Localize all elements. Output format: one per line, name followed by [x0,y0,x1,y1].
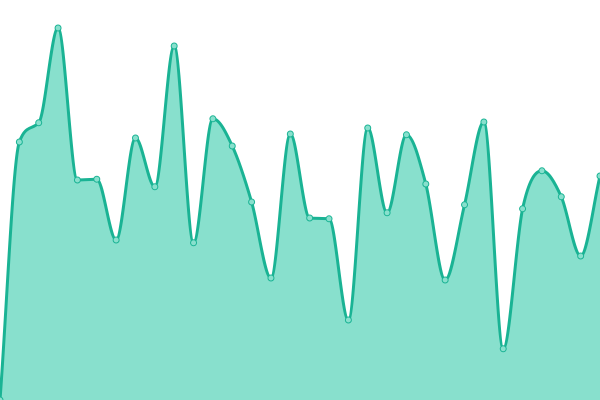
data-point[interactable] [480,118,488,126]
data-point[interactable] [577,252,585,260]
data-point[interactable] [499,345,507,353]
data-point[interactable] [461,201,469,209]
data-point[interactable] [248,198,256,206]
data-point[interactable] [112,236,120,244]
data-point[interactable] [596,172,600,180]
data-point[interactable] [170,42,178,50]
data-point[interactable] [267,274,275,282]
data-point[interactable] [402,131,410,139]
data-point[interactable] [325,215,333,223]
data-point[interactable] [441,276,449,284]
data-point[interactable] [422,180,430,188]
points-layer [0,24,600,400]
data-point[interactable] [364,124,372,132]
data-point[interactable] [54,24,62,32]
data-point[interactable] [228,142,236,150]
data-point[interactable] [538,167,546,175]
area-layer [0,28,600,400]
data-point[interactable] [519,205,527,213]
data-point[interactable] [151,183,159,191]
data-point[interactable] [383,209,391,217]
area-fill [0,28,600,400]
data-point[interactable] [35,119,43,127]
data-point[interactable] [286,130,294,138]
data-point[interactable] [306,214,314,222]
data-point[interactable] [0,396,4,400]
data-point[interactable] [344,316,352,324]
data-point[interactable] [73,176,81,184]
data-point[interactable] [131,134,139,142]
data-point[interactable] [209,115,217,123]
data-point[interactable] [190,239,198,247]
data-point[interactable] [557,193,565,201]
data-point[interactable] [93,175,101,183]
data-point[interactable] [15,138,23,146]
